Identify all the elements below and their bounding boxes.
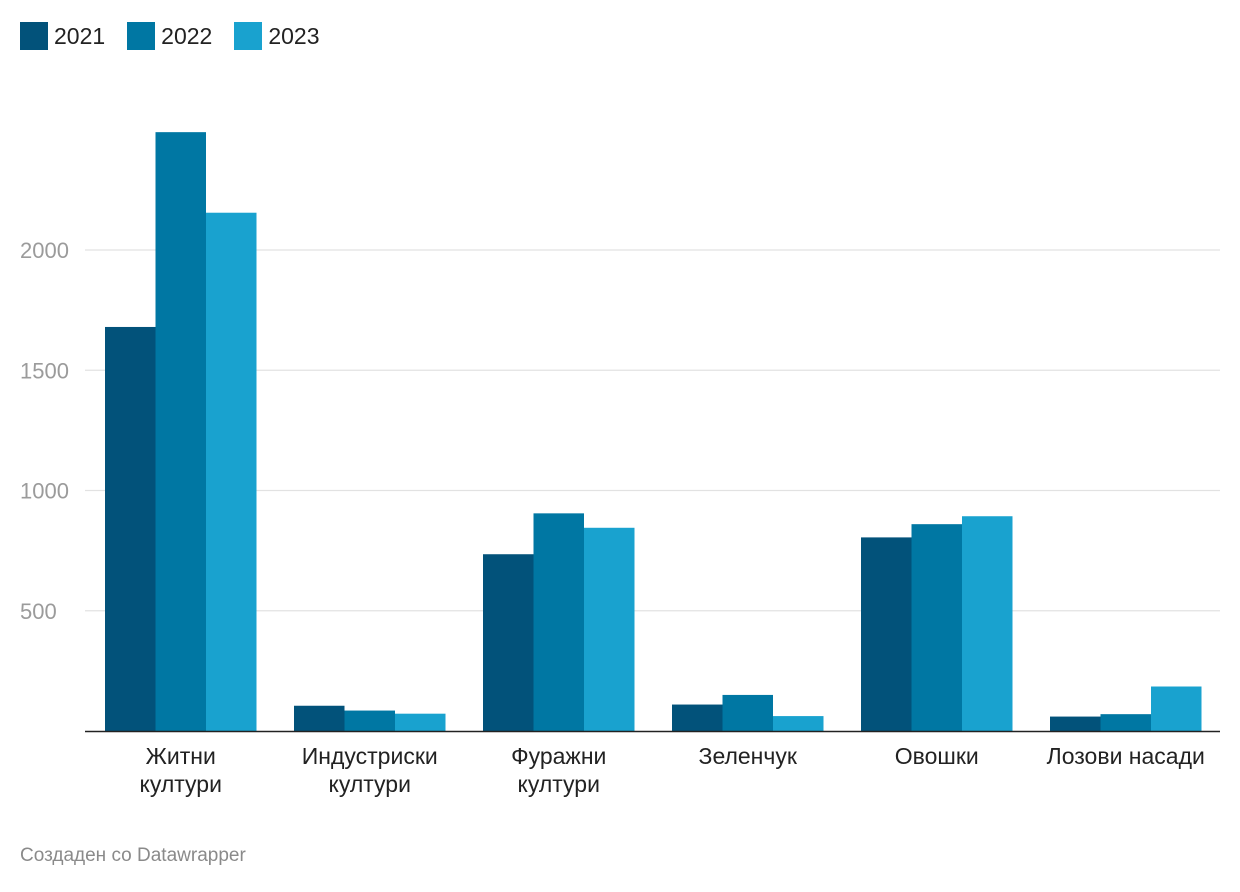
- bar-2022-cat-3: [722, 694, 773, 731]
- bar-2023-cat-3: [773, 716, 824, 731]
- bar-2022-cat-0: [155, 132, 206, 731]
- legend-item-2021: 2021: [20, 22, 105, 50]
- legend-label-2023: 2023: [268, 22, 320, 49]
- bar-2022-cat-2: [533, 513, 584, 731]
- legend-swatch-2022: [127, 22, 156, 50]
- bar-2021-cat-0: [105, 326, 156, 731]
- legend-item-2023: 2023: [234, 22, 320, 50]
- bar-2023-cat-1: [395, 713, 446, 731]
- bar-2023-cat-0: [206, 212, 257, 731]
- x-tick-label-1: Индустриски култури: [302, 743, 438, 797]
- bar-2023-cat-2: [584, 527, 635, 731]
- bar-2023-cat-4: [962, 516, 1013, 731]
- bar-2022-cat-5: [1100, 714, 1151, 731]
- x-tick-label-2: Фуражни култури: [511, 743, 606, 797]
- legend-label-2022: 2022: [161, 22, 213, 49]
- legend-swatch-2021: [20, 22, 48, 50]
- bar-2021-cat-2: [483, 554, 534, 731]
- x-tick-label-line: Овошки: [895, 743, 979, 769]
- legend-item-2022: 2022: [127, 22, 212, 50]
- x-tick-label-3: Зеленчук: [699, 743, 798, 769]
- y-tick-label-500: 500: [20, 599, 57, 624]
- x-tick-label-line: Зеленчук: [699, 743, 798, 769]
- x-tick-label-line: култури: [329, 771, 411, 797]
- x-tick-label-line: Житни: [146, 743, 216, 769]
- bar-2022-cat-1: [344, 710, 395, 731]
- footer-credit: Создаден со Datawrapper: [20, 845, 246, 866]
- bar-2022-cat-4: [911, 524, 962, 731]
- bar-2021-cat-4: [861, 537, 912, 731]
- x-tick-label-line: култури: [140, 771, 222, 797]
- y-tick-label-2000: 2000: [20, 238, 69, 263]
- x-tick-label-4: Овошки: [895, 743, 979, 769]
- legend-label-2021: 2021: [54, 22, 106, 49]
- bar-2021-cat-1: [294, 705, 345, 731]
- legend-swatch-2023: [234, 22, 263, 50]
- bar-2023-cat-5: [1151, 686, 1202, 731]
- x-tick-label-line: Фуражни: [511, 743, 606, 769]
- x-tick-label-line: Индустриски: [302, 743, 438, 769]
- y-tick-label-1500: 1500: [20, 358, 69, 383]
- x-tick-label-line: култури: [518, 771, 600, 797]
- chart-legend: 2021 2022 2023: [20, 22, 320, 50]
- x-tick-label-0: Житни култури: [140, 743, 222, 797]
- bar-2021-cat-5: [1050, 716, 1101, 731]
- x-tick-label-5: Лозови насади: [1047, 743, 1205, 769]
- y-tick-label-1000: 1000: [20, 479, 69, 504]
- bar-2021-cat-3: [672, 704, 723, 731]
- x-tick-label-line: Лозови насади: [1047, 743, 1205, 769]
